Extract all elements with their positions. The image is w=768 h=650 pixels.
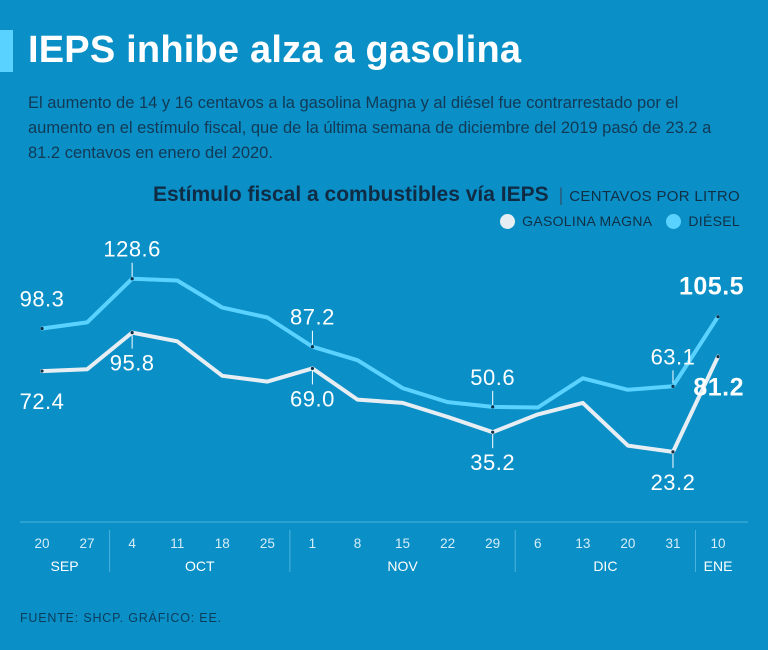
data-label-magna: 23.2 — [651, 470, 696, 495]
data-label-diesel: 98.3 — [20, 287, 65, 312]
data-point-magna — [491, 430, 495, 434]
data-point-magna — [310, 366, 315, 371]
month-label-sep: SEP — [51, 558, 79, 574]
data-label-magna: 72.4 — [20, 389, 65, 414]
chart-legend: GASOLINA MAGNA DIÉSEL — [486, 213, 740, 229]
x-tick-label: 25 — [260, 536, 275, 551]
data-label-magna: 69.0 — [290, 386, 335, 411]
month-label-nov: NOV — [387, 558, 418, 574]
x-tick-label: 10 — [711, 536, 726, 551]
data-label-diesel: 128.6 — [103, 240, 161, 262]
data-point-diesel — [130, 277, 134, 281]
data-point-magna — [40, 369, 44, 373]
x-tick-label: 6 — [534, 536, 542, 551]
x-tick-label: 27 — [80, 536, 95, 551]
data-label-diesel: 105.5 — [679, 273, 744, 301]
chart-unit: CENTAVOS POR LITRO — [569, 188, 740, 205]
chart-header: Estímulo fiscal a combustibles vía IEPS … — [153, 183, 740, 207]
legend-item-magna: GASOLINA MAGNA — [500, 213, 652, 229]
data-point-diesel — [40, 326, 44, 331]
legend-label-magna: GASOLINA MAGNA — [522, 213, 653, 229]
legend-swatch-diesel — [666, 213, 682, 229]
page-subtitle: El aumento de 14 y 16 centavos a la gaso… — [28, 94, 712, 162]
data-point-diesel — [671, 384, 675, 388]
x-tick-label: 29 — [485, 536, 500, 551]
data-point-diesel — [716, 315, 720, 319]
data-point-diesel — [491, 405, 495, 409]
data-label-diesel: 50.6 — [470, 365, 515, 390]
x-tick-label: 11 — [170, 536, 184, 551]
x-tick-label: 18 — [215, 536, 230, 551]
data-label-diesel: 63.1 — [651, 344, 696, 369]
data-label-magna: 35.2 — [470, 450, 515, 475]
series-line-diesel — [40, 276, 720, 410]
data-point-diesel — [310, 345, 315, 349]
series-line-magna — [40, 330, 720, 454]
data-label-magna: 81.2 — [693, 374, 744, 402]
legend-label-diesel: DIÉSEL — [688, 213, 740, 229]
x-tick-label: 4 — [128, 536, 136, 551]
month-label-dic: DIC — [593, 558, 617, 574]
month-label-ene: ENE — [704, 558, 733, 574]
source-footer: FUENTE: SHCP. GRÁFICO: EE. — [20, 611, 222, 625]
x-tick-label: 31 — [665, 536, 680, 551]
page-title: IEPS inhibe alza a gasolina — [28, 29, 522, 71]
data-point-magna — [671, 450, 675, 454]
title-accent-bar — [0, 30, 13, 72]
legend-swatch-magna — [500, 213, 516, 229]
x-tick-label: 8 — [354, 536, 362, 551]
chart-title-separator: | — [558, 185, 564, 205]
x-tick-label: 15 — [395, 536, 410, 551]
x-tick-label: 13 — [575, 536, 590, 551]
data-label-diesel: 87.2 — [290, 305, 335, 330]
data-point-magna — [130, 331, 134, 335]
x-tick-label: 20 — [34, 536, 49, 551]
chart-title: Estímulo fiscal a combustibles vía IEPS — [152, 183, 549, 206]
month-label-oct: OCT — [185, 558, 215, 574]
data-point-magna — [716, 355, 720, 359]
x-tick-label: 1 — [309, 536, 317, 551]
data-label-magna: 95.8 — [110, 351, 155, 376]
x-tick-label: 22 — [440, 536, 455, 551]
x-tick-label: 20 — [620, 536, 635, 551]
legend-item-diesel: DIÉSEL — [666, 213, 740, 229]
